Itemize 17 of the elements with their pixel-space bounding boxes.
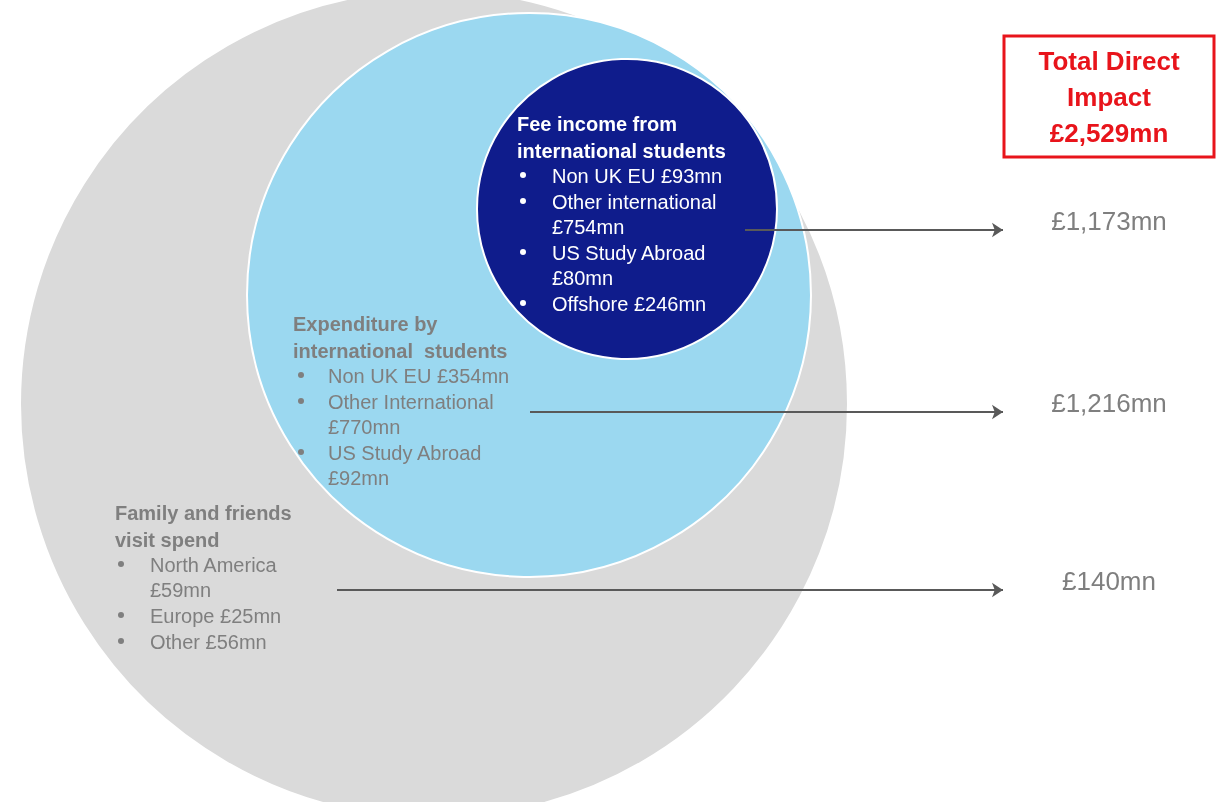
text: Offshore £246mn bbox=[552, 292, 707, 315]
text: Other £56mn bbox=[150, 630, 267, 653]
text: Non UK EU £354mn bbox=[328, 364, 510, 387]
text: Family and friends visit spend bbox=[115, 501, 292, 551]
text: Total Direct Impact £2,529mn bbox=[1038, 46, 1180, 148]
text: US Study Abroad £92mn bbox=[328, 441, 482, 489]
data-label: £1,173mn bbox=[1051, 206, 1167, 236]
text: Non UK EU £93mn bbox=[552, 164, 723, 187]
text: Other international £754mn bbox=[552, 190, 717, 238]
text: Europe £25mn bbox=[150, 604, 282, 627]
text: Expenditure by international students bbox=[293, 312, 508, 362]
text: Fee income from international students bbox=[517, 112, 726, 162]
text: Other International £770mn bbox=[328, 390, 494, 438]
data-label: £140mn bbox=[1062, 566, 1156, 596]
data-label: £1,216mn bbox=[1051, 388, 1167, 418]
text: US Study Abroad £80mn bbox=[552, 241, 706, 289]
text: North America £59mn bbox=[150, 553, 278, 601]
